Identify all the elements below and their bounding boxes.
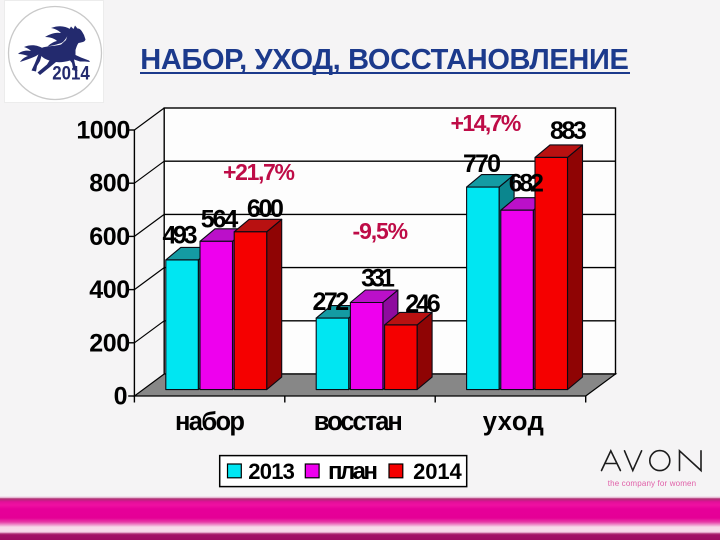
svg-text:564: 564 [201, 206, 239, 234]
svg-text:400: 400 [89, 276, 130, 304]
svg-text:682: 682 [509, 170, 544, 198]
svg-text:600: 600 [247, 195, 284, 223]
svg-text:272: 272 [312, 288, 349, 316]
svg-text:800: 800 [89, 170, 130, 198]
svg-text:уход: уход [483, 408, 544, 436]
svg-text:883: 883 [550, 117, 587, 145]
svg-text:1000: 1000 [76, 117, 130, 145]
svg-text:восстан: восстан [314, 408, 403, 436]
svg-text:2013: 2013 [248, 459, 295, 484]
svg-text:-9,5%: -9,5% [353, 218, 409, 244]
svg-text:2014: 2014 [413, 459, 462, 484]
svg-text:0: 0 [114, 383, 128, 411]
svg-text:600: 600 [89, 223, 130, 251]
svg-text:план: план [328, 458, 378, 485]
svg-text:2014: 2014 [52, 64, 90, 85]
svg-text:+14,7%: +14,7% [450, 110, 521, 136]
svg-text:набор: набор [175, 408, 245, 436]
svg-text:331: 331 [361, 264, 395, 292]
svg-text:493: 493 [163, 221, 198, 249]
svg-text:770: 770 [463, 150, 501, 178]
svg-text:+21,7%: +21,7% [223, 159, 295, 185]
svg-text:246: 246 [405, 290, 440, 318]
svg-text:200: 200 [89, 329, 130, 357]
